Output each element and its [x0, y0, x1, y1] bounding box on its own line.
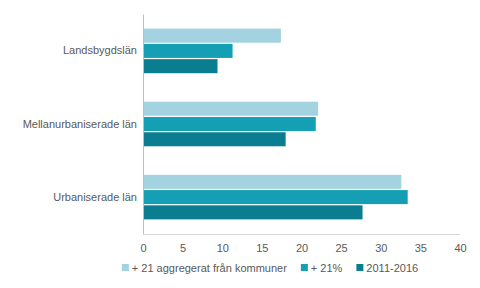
x-tick: 25 — [336, 234, 348, 254]
x-tick: 15 — [256, 234, 268, 254]
legend-swatch — [122, 264, 129, 271]
legend-item: + 21% — [301, 262, 343, 274]
x-tick: 10 — [217, 234, 229, 254]
x-tick: 0 — [140, 234, 146, 254]
y-axis: Landsbygdslän Mellanurbaniserade län Urban… — [23, 15, 144, 235]
x-tick-label: 25 — [336, 242, 348, 254]
category-label: Mellanurbaniserade län — [23, 118, 137, 130]
bars — [143, 29, 408, 220]
x-tick-label: 5 — [180, 242, 186, 254]
bar — [143, 175, 401, 189]
bar — [143, 190, 408, 204]
category-label: Landsbygdslän — [63, 44, 137, 56]
bar — [143, 29, 281, 43]
x-tick-label: 0 — [140, 242, 146, 254]
y-tick: Landsbygdslän — [63, 44, 143, 56]
x-tick-label: 35 — [415, 242, 427, 254]
category-label: Urbaniserade län — [53, 191, 137, 203]
x-tick-label: 10 — [217, 242, 229, 254]
legend: + 21 aggregerat från kommuner + 21% 2011-2… — [122, 262, 418, 274]
x-tick: 20 — [296, 234, 308, 254]
bar — [143, 59, 217, 73]
x-axis-line — [144, 234, 461, 235]
legend-item: 2011-2016 — [356, 262, 418, 274]
bar — [143, 117, 316, 131]
legend-label: 2011-2016 — [366, 262, 418, 274]
x-tick-label: 30 — [375, 242, 387, 254]
y-tick: Urbaniserade län — [53, 191, 143, 203]
x-tick: 35 — [415, 234, 427, 254]
x-tick-label: 15 — [256, 242, 268, 254]
x-axis: 0 5 10 15 20 25 30 35 40 — [140, 234, 466, 254]
legend-swatch — [356, 264, 363, 271]
bar — [143, 102, 318, 116]
legend-label: + 21% — [311, 262, 343, 274]
x-tick: 30 — [375, 234, 387, 254]
x-tick-label: 40 — [454, 242, 466, 254]
legend-item: + 21 aggregerat från kommuner — [122, 262, 287, 274]
bar — [143, 132, 286, 146]
legend-swatch — [301, 264, 308, 271]
x-tick: 40 — [454, 234, 466, 254]
bar — [143, 205, 363, 219]
y-axis-line — [143, 15, 144, 235]
chart: 0 5 10 15 20 25 30 35 40 Landsbygdslän Mellanurban… — [0, 0, 480, 288]
x-tick-label: 20 — [296, 242, 308, 254]
y-tick: Mellanurbaniserade län — [23, 118, 143, 130]
bar — [143, 44, 233, 58]
legend-label: + 21 aggregerat från kommuner — [132, 262, 287, 274]
x-tick: 5 — [180, 234, 186, 254]
